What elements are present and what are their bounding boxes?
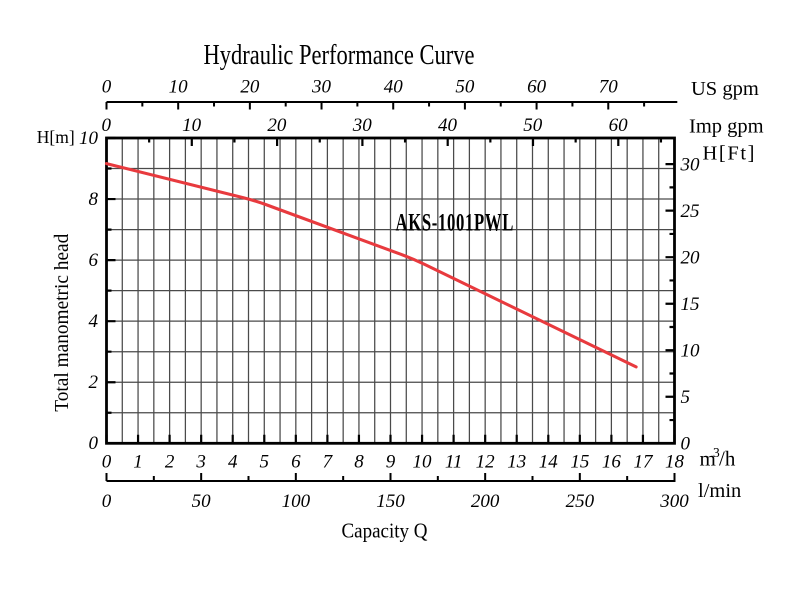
svg-text:H[m]: H[m] <box>37 127 75 147</box>
svg-text:4: 4 <box>89 311 99 332</box>
svg-text:60: 60 <box>527 76 547 97</box>
svg-text:Total manometric head: Total manometric head <box>51 234 73 412</box>
svg-text:2: 2 <box>89 372 99 393</box>
svg-text:5: 5 <box>681 387 691 408</box>
svg-text:20: 20 <box>267 115 287 136</box>
svg-text:Imp gpm: Imp gpm <box>689 116 764 138</box>
svg-text:30: 30 <box>680 155 701 176</box>
svg-text:15: 15 <box>570 452 589 473</box>
svg-text:10: 10 <box>681 341 701 362</box>
svg-text:30: 30 <box>352 115 373 136</box>
svg-text:0: 0 <box>681 434 691 455</box>
svg-text:US gpm: US gpm <box>691 78 759 100</box>
svg-text:20: 20 <box>240 76 260 97</box>
svg-text:0: 0 <box>102 491 112 512</box>
svg-text:1: 1 <box>133 452 143 473</box>
svg-text:20: 20 <box>681 248 701 269</box>
svg-text:13: 13 <box>507 452 526 473</box>
svg-text:0: 0 <box>102 452 112 473</box>
svg-text:l/min: l/min <box>698 480 741 502</box>
svg-text:3: 3 <box>195 452 206 473</box>
svg-text:11: 11 <box>445 452 463 473</box>
svg-text:50: 50 <box>523 115 543 136</box>
svg-text:Hydraulic Performance Curve: Hydraulic Performance Curve <box>204 40 475 71</box>
svg-text:30: 30 <box>311 76 332 97</box>
svg-text:0: 0 <box>102 76 112 97</box>
svg-text:8: 8 <box>354 452 364 473</box>
svg-text:60: 60 <box>609 115 629 136</box>
svg-text:50: 50 <box>192 491 212 512</box>
svg-text:40: 40 <box>384 76 404 97</box>
svg-text:16: 16 <box>602 452 622 473</box>
svg-text:0: 0 <box>89 433 99 454</box>
svg-text:7: 7 <box>323 452 334 473</box>
svg-text:H[Ft]: H[Ft] <box>703 143 757 165</box>
svg-text:17: 17 <box>633 452 654 473</box>
svg-text:5: 5 <box>260 452 270 473</box>
svg-text:250: 250 <box>566 491 595 512</box>
svg-text:70: 70 <box>599 76 619 97</box>
svg-text:6: 6 <box>291 452 301 473</box>
svg-text:40: 40 <box>438 115 458 136</box>
svg-text:12: 12 <box>476 452 496 473</box>
svg-text:150: 150 <box>376 491 405 512</box>
svg-text:Capacity Q: Capacity Q <box>342 519 428 543</box>
svg-text:/h: /h <box>719 447 736 471</box>
svg-text:8: 8 <box>89 189 99 210</box>
svg-text:3: 3 <box>713 445 720 460</box>
svg-text:25: 25 <box>681 201 700 222</box>
svg-text:9: 9 <box>386 452 396 473</box>
svg-text:300: 300 <box>659 491 689 512</box>
svg-text:14: 14 <box>539 452 559 473</box>
svg-text:2: 2 <box>165 452 175 473</box>
svg-text:4: 4 <box>228 452 238 473</box>
svg-text:6: 6 <box>89 250 99 271</box>
svg-text:10: 10 <box>413 452 433 473</box>
svg-text:10: 10 <box>182 115 202 136</box>
svg-text:m: m <box>700 447 716 471</box>
svg-text:10: 10 <box>79 128 99 149</box>
svg-text:0: 0 <box>102 115 112 136</box>
svg-text:AKS-1001PWL: AKS-1001PWL <box>396 210 515 237</box>
svg-text:200: 200 <box>471 491 500 512</box>
svg-text:18: 18 <box>665 452 685 473</box>
svg-text:100: 100 <box>282 491 311 512</box>
svg-text:50: 50 <box>455 76 475 97</box>
svg-text:15: 15 <box>681 294 700 315</box>
svg-text:10: 10 <box>169 76 189 97</box>
